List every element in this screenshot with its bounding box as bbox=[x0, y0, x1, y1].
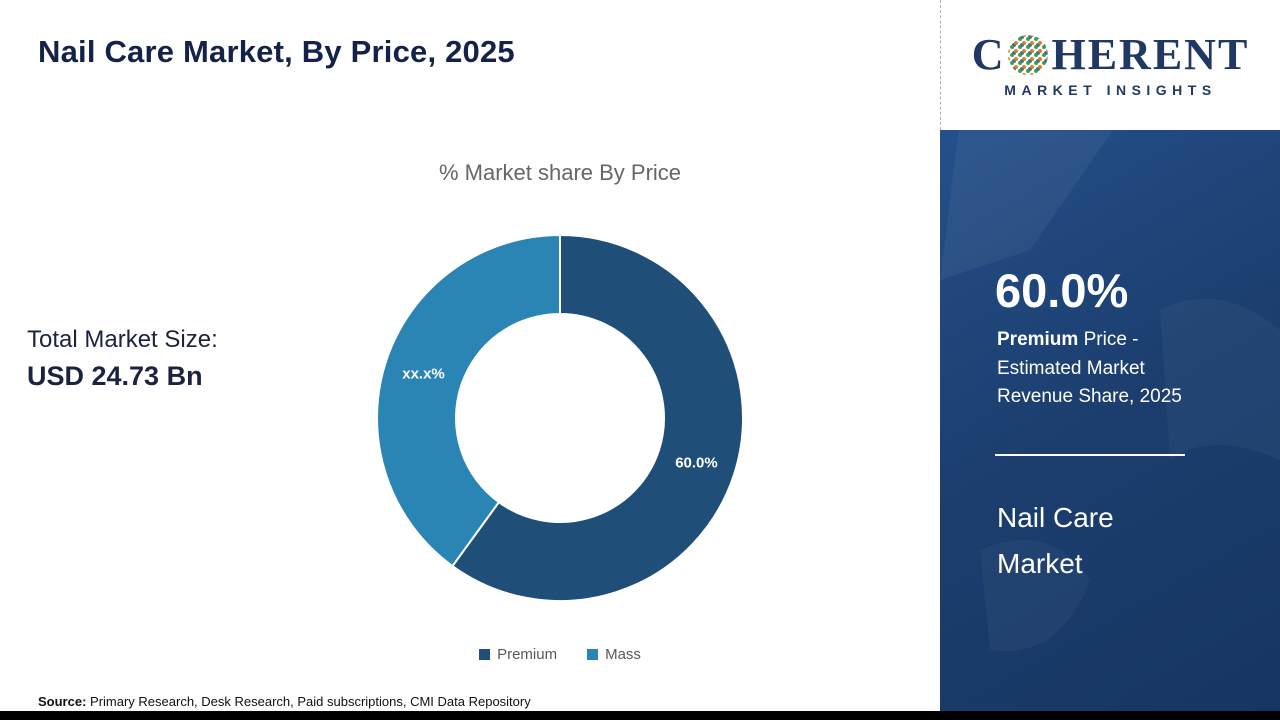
legend-swatch-mass bbox=[587, 649, 599, 660]
legend-label-premium: Premium bbox=[497, 646, 558, 663]
logo-letter-c: C bbox=[971, 29, 1006, 79]
source-line: Source: Primary Research, Desk Research,… bbox=[38, 694, 531, 709]
bottom-black-bar bbox=[0, 711, 1280, 720]
globe-dots-icon bbox=[1008, 34, 1049, 75]
donut-slice-premium bbox=[451, 233, 744, 602]
sidebar-divider bbox=[995, 454, 1185, 456]
chart-legend: Premium Mass bbox=[375, 646, 745, 663]
brand-logo: C HERENT bbox=[971, 29, 1250, 79]
brand-logo-box: C HERENT MARKET INSIGHTS bbox=[940, 0, 1280, 130]
logo-word-rest: HERENT bbox=[1051, 29, 1250, 79]
map-texture bbox=[940, 130, 1280, 652]
slice-label-mass: xx.x% bbox=[402, 366, 445, 383]
logo-subtitle: MARKET INSIGHTS bbox=[1004, 81, 1217, 98]
page-title: Nail Care Market, By Price, 2025 bbox=[38, 34, 515, 69]
legend-swatch-premium bbox=[479, 649, 491, 660]
slice-label-premium: 60.0% bbox=[675, 454, 718, 471]
donut-chart: 60.0% xx.x% bbox=[375, 233, 745, 603]
sidebar-panel: 60.0% Premium Price - Estimated Market R… bbox=[940, 130, 1280, 711]
total-market-size-block: Total Market Size: USD 24.73 Bn bbox=[27, 326, 218, 392]
total-market-size-label: Total Market Size: bbox=[27, 326, 218, 353]
sidebar-stat-description: Premium Price - Estimated Market Revenue… bbox=[997, 326, 1215, 412]
legend-item-premium: Premium bbox=[479, 646, 557, 663]
sidebar-market-name: Nail Care Market bbox=[997, 502, 1114, 580]
donut-slice-mass bbox=[376, 233, 561, 568]
legend-label-mass: Mass bbox=[605, 646, 641, 663]
sidebar-stat-desc-rest: Price - Estimated Market Revenue Share, … bbox=[997, 329, 1182, 407]
source-text: Primary Research, Desk Research, Paid su… bbox=[86, 694, 531, 709]
source-label: Source: bbox=[38, 694, 87, 709]
sidebar-stat-desc-bold: Premium bbox=[997, 329, 1079, 350]
sidebar: C HERENT MARKET INSIGHTS 60.0% Premium P… bbox=[940, 0, 1280, 711]
sidebar-stat-value: 60.0% bbox=[995, 264, 1129, 317]
total-market-size-value: USD 24.73 Bn bbox=[27, 361, 203, 391]
donut-chart-svg: 60.0% xx.x% bbox=[376, 233, 744, 602]
chart-title: % Market share By Price bbox=[438, 160, 682, 185]
legend-item-mass: Mass bbox=[587, 646, 641, 663]
